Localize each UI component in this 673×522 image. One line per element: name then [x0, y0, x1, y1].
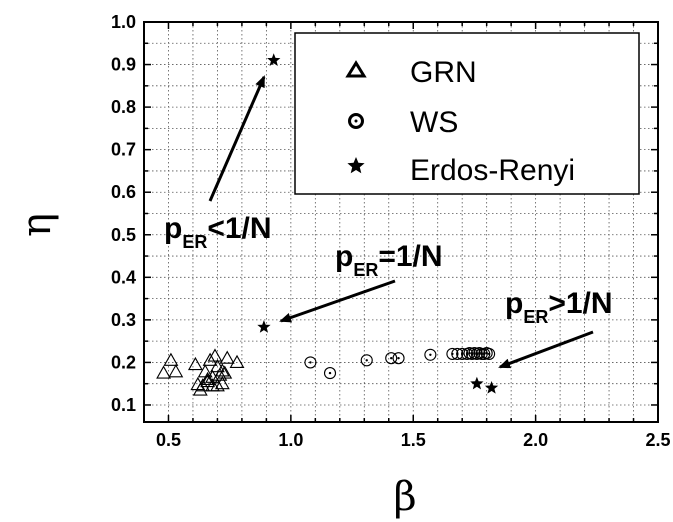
- arrow-p-less: [208, 75, 266, 202]
- ws-point: [323, 367, 337, 380]
- y-tick-label: 0.9: [111, 55, 136, 75]
- y-tick-label: 0.5: [111, 225, 136, 245]
- grn-point: [200, 371, 216, 385]
- legend-star-icon: [347, 157, 365, 174]
- y-tick-label: 0.8: [111, 97, 136, 117]
- x-tick-label: 1.0: [278, 430, 303, 450]
- x-tick-label: 2.5: [645, 430, 670, 450]
- grn-point: [207, 348, 223, 362]
- grn-point: [219, 350, 235, 364]
- annotation-p-equal: pER=1/N: [335, 240, 443, 280]
- grn-point: [156, 365, 172, 379]
- y-tick-label: 0.4: [111, 267, 136, 287]
- grn-point: [214, 363, 230, 377]
- grn-point: [214, 376, 230, 390]
- y-tick-label: 0.1: [111, 395, 136, 415]
- ws-point-center: [397, 356, 400, 360]
- annotation-p-less: pER<1/N: [164, 212, 272, 252]
- grn-point: [202, 352, 218, 366]
- ws-point-center: [365, 359, 368, 362]
- ws-point: [483, 347, 496, 360]
- grn-point: [217, 365, 233, 379]
- y-tick-label: 0.2: [111, 352, 136, 372]
- grn-point: [168, 364, 184, 378]
- er-point: [257, 320, 271, 333]
- y-tick-label: 0.6: [111, 182, 136, 202]
- plot-frame: [143, 21, 659, 423]
- x-tick-label: 2.0: [523, 430, 548, 450]
- ws-point: [392, 352, 405, 365]
- legend: GRN WS Erdos-Renyi: [294, 32, 640, 195]
- ws-point-center: [328, 371, 332, 375]
- ws-point: [424, 348, 437, 361]
- ws-point-center: [309, 361, 312, 364]
- ws-point-center: [485, 351, 488, 355]
- ws-point-center: [429, 353, 432, 356]
- y-tick-label: 0.3: [111, 310, 136, 330]
- legend-circle-icon: [348, 113, 364, 129]
- ws-point-center: [487, 352, 491, 356]
- x-tick-labels: 0.5 1.0 1.5 2.0 2.5: [156, 430, 671, 450]
- ws-point-center: [390, 356, 393, 360]
- x-axis-title: β: [393, 474, 416, 520]
- grn-point: [195, 378, 211, 392]
- grn-point: [200, 373, 216, 388]
- legend-triangle-icon: [345, 60, 367, 78]
- arrow-p-greater: [498, 330, 594, 369]
- ws-point: [385, 352, 398, 365]
- er-point: [484, 381, 499, 394]
- arrow-p-equal: [279, 279, 396, 323]
- axis-ticks: [143, 21, 659, 422]
- grn-point: [187, 356, 203, 371]
- legend-label-grn: GRN: [410, 56, 477, 89]
- legend-label-er: Erdos-Renyi: [410, 154, 575, 187]
- grn-point: [229, 354, 245, 368]
- ws-point: [304, 356, 317, 369]
- data-points: [156, 53, 499, 396]
- y-tick-label: 0.7: [111, 140, 136, 160]
- er-point: [267, 53, 281, 66]
- x-tick-label: 1.5: [401, 430, 426, 450]
- x-tick-label: 0.5: [156, 430, 181, 450]
- ws-point: [360, 354, 373, 367]
- er-point: [470, 376, 484, 390]
- legend-label-ws: WS: [410, 106, 458, 139]
- grn-point: [209, 359, 225, 373]
- annotation-p-greater: pER>1/N: [505, 287, 613, 327]
- grn-point: [205, 378, 220, 392]
- grn-point: [163, 352, 179, 366]
- y-axis-title: η: [14, 213, 60, 237]
- y-tick-label: 1.0: [111, 12, 136, 32]
- y-tick-labels: 0.1 0.2 0.3 0.4 0.5 0.6 0.7 0.8 0.9 1.0: [111, 12, 136, 415]
